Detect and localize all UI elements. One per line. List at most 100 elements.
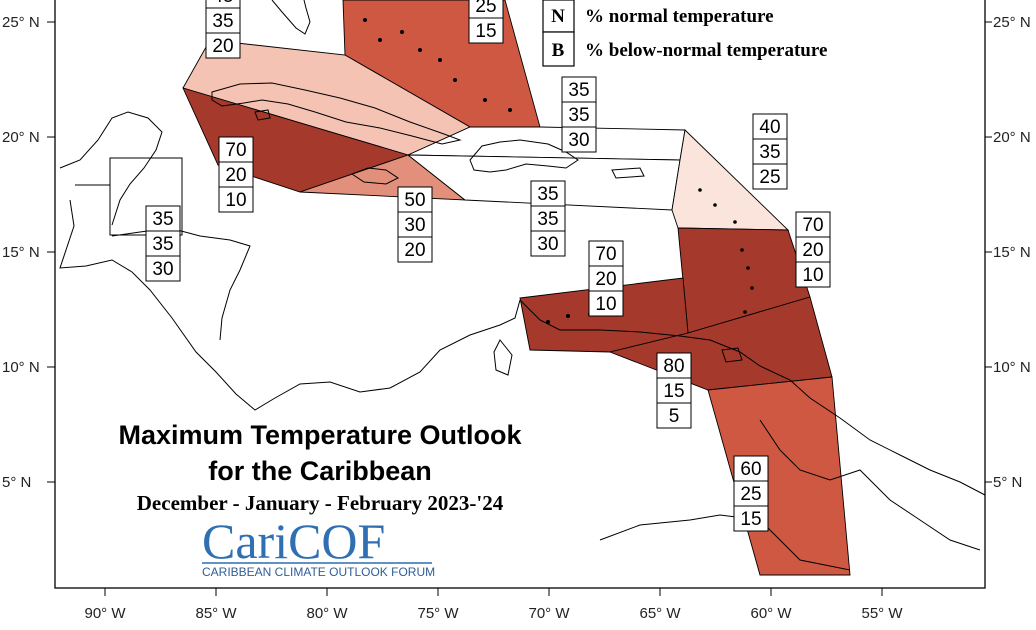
y-axis-left: 25° N 20° N 15° N 10° N 5° N: [2, 14, 55, 491]
coast-jamaica: [350, 167, 399, 185]
prob-box-leeward-islands: 40 35 25: [752, 113, 788, 190]
coast-hispaniola: [469, 139, 579, 173]
prob-value: 50: [404, 190, 425, 211]
prob-cell: [145, 205, 181, 232]
title-line-1: Maximum Temperature Outlook: [118, 420, 522, 450]
prob-value: 25: [759, 167, 780, 188]
island: [546, 320, 550, 324]
subtitle: December - January - February 2023-'24: [137, 491, 504, 515]
logo-tagline: CARIBBEAN CLIMATE OUTLOOK FORUM: [202, 565, 435, 579]
island: [566, 314, 570, 318]
prob-cell: [588, 290, 624, 317]
prob-value: 60: [740, 459, 761, 480]
prob-cell: [588, 240, 624, 267]
prob-cell: [468, 17, 504, 44]
coast-amazon: [599, 514, 851, 571]
prob-box-western-caribbean: 70 20 10: [218, 136, 254, 213]
island: [483, 98, 487, 102]
coast-honduras-north: [111, 227, 251, 341]
prob-value: 5: [669, 406, 680, 427]
y-tick-label: 20° N: [2, 129, 40, 146]
prob-box-jamaica: 50 30 20: [397, 186, 433, 263]
prob-box-cuba: 45 35 20: [205, 0, 241, 59]
prob-value: 20: [802, 240, 823, 261]
prob-cell: [561, 76, 597, 103]
y-tick-label: 25° N: [993, 14, 1031, 31]
coast-florida: [271, 0, 311, 35]
x-tick-label: 55° W: [861, 605, 903, 622]
prob-value: 35: [568, 105, 589, 126]
x-axis: 90° W 85° W 80° W 75° W 70° W 65° W 60° …: [84, 588, 903, 622]
prob-value: 30: [404, 215, 425, 236]
prob-value: 70: [595, 244, 616, 265]
island: [698, 188, 702, 192]
prob-cell: [752, 163, 788, 190]
prob-value: 20: [212, 36, 233, 57]
y-tick-label: 25° N: [2, 14, 40, 31]
prob-value: 10: [595, 294, 616, 315]
island: [733, 220, 737, 224]
prob-cell: [561, 126, 597, 153]
prob-value: 80: [663, 356, 684, 377]
prob-value: 35: [152, 209, 173, 230]
coast-lake-maracaibo: [493, 339, 513, 376]
y-tick-label: 20° N: [993, 129, 1031, 146]
x-tick-label: 90° W: [84, 605, 126, 622]
prob-box-belize: 35 35 30: [145, 205, 181, 282]
y-tick-label: 10° N: [2, 359, 40, 376]
x-tick-label: 80° W: [306, 605, 348, 622]
prob-cell: [752, 113, 788, 140]
prob-value: 40: [759, 117, 780, 138]
prob-value: 20: [225, 165, 246, 186]
island: [508, 108, 512, 112]
island: [746, 266, 750, 270]
prob-value: 20: [595, 269, 616, 290]
island: [453, 78, 457, 82]
prob-box-guianas: 60 25 15: [733, 455, 769, 532]
island: [363, 18, 367, 22]
coast-guianas-inland: [759, 419, 981, 551]
island: [750, 286, 754, 290]
y-tick-label: 15° N: [993, 244, 1031, 261]
prob-value: 30: [537, 234, 558, 255]
prob-cell: [656, 352, 692, 379]
island: [743, 310, 747, 314]
prob-value: 70: [225, 140, 246, 161]
map-frame: [54, 0, 986, 589]
coast-trinidad: [721, 347, 743, 363]
island: [378, 38, 382, 42]
prob-value: 35: [759, 142, 780, 163]
prob-value: 35: [537, 209, 558, 230]
island: [400, 30, 404, 34]
prob-value: 35: [568, 80, 589, 101]
logo-text: CariCOF: [202, 513, 385, 569]
legend-label: % normal temperature: [585, 6, 774, 27]
y-axis-right: 25° N 20° N 15° N 10° N 5° N: [985, 14, 1031, 491]
coast-puerto-rico: [611, 167, 645, 179]
prob-cell: [795, 261, 831, 288]
x-tick-label: 70° W: [528, 605, 570, 622]
prob-cell: [218, 136, 254, 163]
prob-cell: [795, 236, 831, 263]
prob-value: 35: [152, 234, 173, 255]
prob-value: 10: [225, 190, 246, 211]
title-block: Maximum Temperature Outlook for the Cari…: [118, 420, 522, 515]
prob-value: 15: [740, 509, 761, 530]
prob-box-hispaniola-south: 35 35 30: [530, 180, 566, 257]
prob-cell: [795, 211, 831, 238]
coast-central-america: [59, 199, 521, 411]
prob-value: 15: [475, 21, 496, 42]
prob-value: 20: [404, 240, 425, 261]
island: [418, 48, 422, 52]
title-line-2: for the Caribbean: [208, 456, 432, 486]
prob-cell: [656, 402, 692, 429]
zone-guianas: [707, 376, 851, 576]
y-tick-label: 5° N: [2, 474, 31, 491]
prob-value: 30: [568, 130, 589, 151]
prob-cell: [656, 377, 692, 404]
x-tick-label: 65° W: [639, 605, 681, 622]
prob-cell: [397, 186, 433, 213]
